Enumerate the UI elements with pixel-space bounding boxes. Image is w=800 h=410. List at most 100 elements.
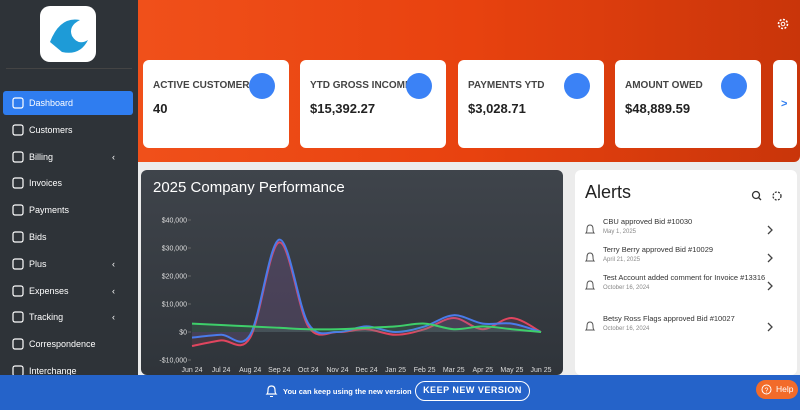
alert-text[interactable]: Betsy Ross Flags approved Bid #10027 xyxy=(603,314,735,323)
series-area xyxy=(192,242,541,346)
nav-label[interactable]: Customers xyxy=(29,124,73,135)
nav-item[interactable]: Customers xyxy=(3,118,133,142)
alert-text[interactable]: Terry Berry approved Bid #10029 xyxy=(603,245,714,254)
banner: You can keep using the new version KEEP … xyxy=(0,375,800,410)
help-label[interactable]: Help xyxy=(776,384,794,394)
nav-label[interactable]: Expenses xyxy=(29,285,69,296)
nav-icon xyxy=(12,97,24,109)
chart: 2025 Company Performance -$10,000 $0 $10,0… xyxy=(153,179,552,374)
y-tick-label: $0 xyxy=(179,330,187,337)
nav-arrow[interactable]: ‹ xyxy=(112,285,115,296)
nav-icon xyxy=(12,284,24,297)
card-icon xyxy=(721,73,747,99)
card-icon xyxy=(406,73,432,99)
alert-date[interactable]: October 16, 2024 xyxy=(603,285,650,291)
sidebar: Dashboard Customers Billing ‹ Invoices Paymen… xyxy=(0,0,138,410)
card-icon xyxy=(249,73,275,99)
nav-label[interactable]: Plus xyxy=(29,258,47,269)
nav-icon xyxy=(12,177,24,189)
alert-icons xyxy=(584,251,785,263)
card-value: $15,392.27 xyxy=(310,101,376,116)
nav-label[interactable]: Billing xyxy=(29,151,54,162)
alert-item[interactable]: Terry Berry approved Bid #10029 April 21,… xyxy=(603,245,773,263)
nav-arrow[interactable]: ‹ xyxy=(112,258,115,269)
nav-item[interactable]: Bids xyxy=(3,225,133,249)
nav-icon xyxy=(12,311,24,323)
y-tick-label: $20,000 xyxy=(162,274,187,281)
nav-icon xyxy=(12,338,24,350)
alerts-title: Alerts xyxy=(585,182,632,202)
logo[interactable] xyxy=(40,6,96,62)
bell-icon xyxy=(265,385,278,397)
nav-label[interactable]: Bids xyxy=(29,232,47,242)
alerts-panel: Alerts CBU approved Bid #10030 May 1, 202… xyxy=(575,170,797,375)
settings-icon[interactable] xyxy=(776,17,790,31)
x-tick-label: Jul 24 xyxy=(212,367,231,374)
alert-date[interactable]: April 21, 2025 xyxy=(603,257,641,263)
alert-date[interactable]: May 1, 2025 xyxy=(603,229,637,235)
keep-button[interactable]: KEEP NEW VERSION xyxy=(415,381,530,401)
alert-item[interactable]: CBU approved Bid #10030 May 1, 2025 xyxy=(603,217,773,235)
cards-next[interactable]: > xyxy=(773,60,797,148)
alert-icons xyxy=(584,279,785,291)
series-line xyxy=(191,322,542,333)
card-label: ACTIVE CUSTOMERS xyxy=(153,80,257,91)
help-button[interactable]: ? Help xyxy=(756,380,798,399)
x-tick-label: Apr 25 xyxy=(473,367,494,374)
card-value: $3,028.71 xyxy=(468,101,526,116)
nav-label[interactable]: Dashboard xyxy=(29,98,74,108)
y-tick-label: -$10,000 xyxy=(159,358,187,365)
x-tick-label: Jan 25 xyxy=(385,367,406,374)
summary-card: ACTIVE CUSTOMERS 40 xyxy=(143,60,289,148)
alert-date[interactable]: October 16, 2024 xyxy=(603,326,650,332)
chart-title: 2025 Company Performance xyxy=(153,179,345,196)
nav-label[interactable]: Tracking xyxy=(29,312,64,323)
alert-item[interactable]: Betsy Ross Flags approved Bid #10027 Octo… xyxy=(603,314,773,332)
alert-text[interactable]: CBU approved Bid #10030 xyxy=(603,217,693,226)
x-tick-label: Feb 25 xyxy=(414,367,436,374)
alerts-tools[interactable] xyxy=(751,190,787,202)
nav-icon xyxy=(12,150,24,163)
nav-arrow[interactable]: ‹ xyxy=(112,312,115,323)
alert-text[interactable]: Test Account added comment for Invoice #… xyxy=(603,273,766,282)
x-tick-label: Jun 24 xyxy=(181,367,202,374)
card-value: $48,889.59 xyxy=(625,101,691,116)
summary-card: YTD GROSS INCOME $15,392.27 xyxy=(300,60,446,148)
x-tick-label: Jun 25 xyxy=(530,367,551,374)
nav-item[interactable]: Payments xyxy=(3,198,133,222)
nav-item[interactable]: Correspondence xyxy=(3,332,133,356)
card-label: AMOUNT OWED xyxy=(625,80,703,91)
nav-item[interactable]: Expenses ‹ xyxy=(3,279,133,303)
svg-text:?: ? xyxy=(765,388,769,395)
nav-icon xyxy=(12,258,24,270)
nav-label[interactable]: Correspondence xyxy=(29,339,96,350)
chart-panel: 2025 Company Performance -$10,000 $0 $10,0… xyxy=(141,170,563,375)
summary-card: PAYMENTS YTD $3,028.71 xyxy=(458,60,604,148)
nav-item[interactable]: Plus ‹ xyxy=(3,252,133,276)
x-tick-label: Nov 24 xyxy=(326,367,348,374)
nav-label[interactable]: Invoices xyxy=(29,178,63,189)
next-arrow[interactable]: > xyxy=(781,98,788,110)
series-area xyxy=(192,239,541,342)
series-line xyxy=(191,238,542,343)
alert-item[interactable]: Test Account added comment for Invoice #… xyxy=(603,273,773,291)
nav-label[interactable]: Payments xyxy=(29,205,70,216)
nav-icon xyxy=(12,124,24,136)
x-tick-label: Dec 24 xyxy=(355,367,377,374)
nav-icon xyxy=(12,231,24,243)
card-icon xyxy=(564,73,590,99)
x-tick-label: Aug 24 xyxy=(239,367,261,374)
y-tick-label: $40,000 xyxy=(162,218,187,225)
card-value: 40 xyxy=(153,101,168,116)
x-tick-label: Oct 24 xyxy=(298,367,319,374)
nav-label[interactable]: Interchange xyxy=(29,366,77,376)
nav-item[interactable]: Invoices xyxy=(3,171,133,195)
nav-item[interactable]: Billing ‹ xyxy=(3,145,133,169)
nav-item[interactable]: Tracking ‹ xyxy=(3,305,133,329)
x-tick-label: Sep 24 xyxy=(268,367,290,374)
nav-item[interactable]: Dashboard xyxy=(3,91,133,115)
nav-arrow[interactable]: ‹ xyxy=(112,151,115,162)
summary-card: AMOUNT OWED $48,889.59 xyxy=(615,60,761,148)
y-tick-label: $30,000 xyxy=(162,246,187,253)
